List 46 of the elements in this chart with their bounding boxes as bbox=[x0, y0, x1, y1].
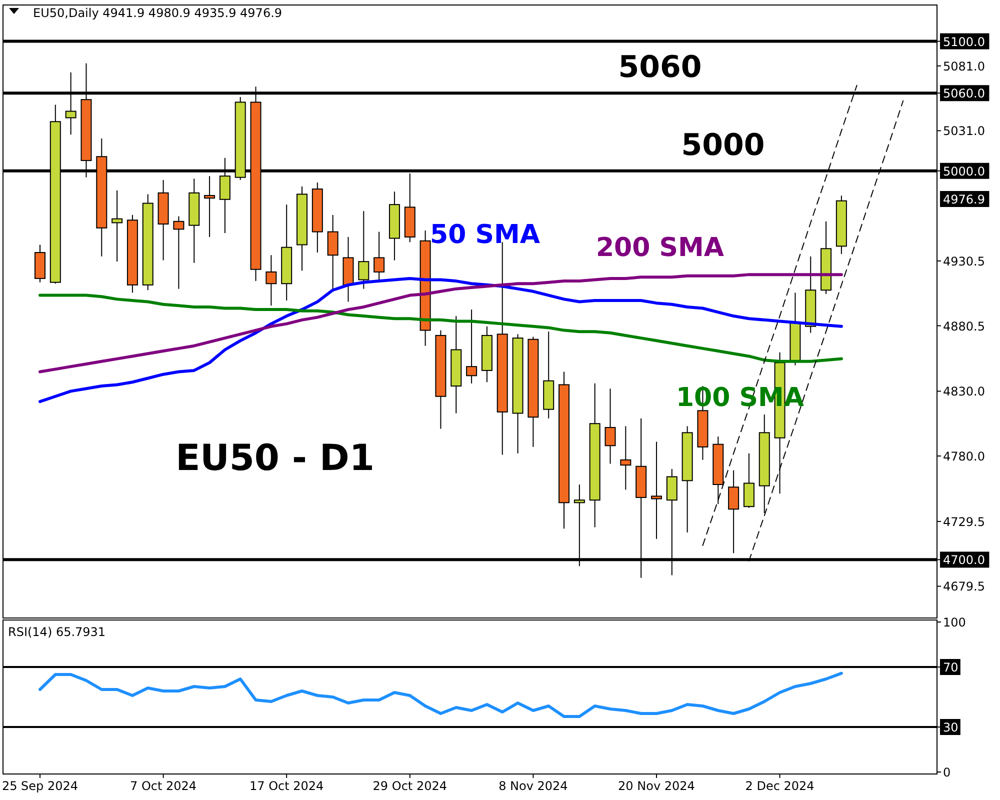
ref-line-label: 5000 bbox=[681, 128, 765, 163]
x-tick-label: 2 Dec 2024 bbox=[745, 779, 814, 793]
y-tick-label: 30 bbox=[943, 720, 958, 734]
candlestick bbox=[327, 214, 338, 291]
y-tick-label: 4880.5 bbox=[943, 319, 985, 334]
candlestick bbox=[604, 388, 616, 464]
candlestick bbox=[173, 216, 184, 290]
ref-line-label: 5060 bbox=[618, 50, 702, 86]
candlestick bbox=[728, 470, 740, 554]
candlestick bbox=[112, 190, 123, 262]
y-tick-label: 4930.5 bbox=[943, 254, 985, 268]
series-label: 200 SMA bbox=[596, 233, 724, 263]
chart-title: EU50,Daily 4941.9 4980.9 4935.9 4976.9 bbox=[33, 6, 282, 20]
candlestick bbox=[650, 441, 662, 540]
y-tick-label: 70 bbox=[943, 660, 958, 674]
y-tick-label: 5100.0 bbox=[943, 34, 985, 49]
line-series bbox=[38, 273, 843, 374]
candlestick bbox=[466, 309, 478, 384]
y-tick-label: 4729.5 bbox=[943, 514, 985, 529]
x-tick-label: 17 Oct 2024 bbox=[249, 779, 324, 793]
line-series bbox=[38, 672, 843, 718]
x-tick-label: 20 Nov 2024 bbox=[618, 779, 695, 793]
y-tick-label: 4679.5 bbox=[943, 580, 985, 594]
y-tick-label: 5031.0 bbox=[943, 124, 985, 138]
chart-title: RSI(14) 65.7931 bbox=[8, 625, 106, 639]
line-series bbox=[38, 294, 843, 363]
candlestick bbox=[204, 176, 216, 238]
x-tick-label: 7 Oct 2024 bbox=[130, 779, 197, 793]
x-tick-label: 8 Nov 2024 bbox=[498, 779, 568, 793]
y-tick-label: 5000.0 bbox=[943, 164, 985, 178]
y-tick-label: 5060.0 bbox=[943, 86, 985, 101]
y-tick-label: 4780.0 bbox=[943, 450, 985, 464]
y-tick-label: 0 bbox=[943, 766, 951, 780]
candlestick bbox=[266, 254, 277, 306]
candlestick bbox=[358, 210, 370, 290]
candlestick bbox=[743, 452, 754, 508]
series-label: 50 SMA bbox=[430, 220, 540, 250]
x-tick-label: 25 Sep 2024 bbox=[2, 779, 78, 793]
annotation: EU50 - D1 bbox=[176, 438, 374, 479]
y-tick-label: 100 bbox=[943, 616, 966, 630]
text: 4976.9 bbox=[943, 192, 985, 206]
candlestick bbox=[620, 426, 632, 490]
x-tick-label: 29 Oct 2024 bbox=[372, 779, 447, 793]
y-tick-label: 5081.0 bbox=[943, 59, 985, 74]
y-tick-label: 4830.0 bbox=[943, 384, 985, 399]
y-tick-label: 4700.0 bbox=[943, 553, 985, 568]
